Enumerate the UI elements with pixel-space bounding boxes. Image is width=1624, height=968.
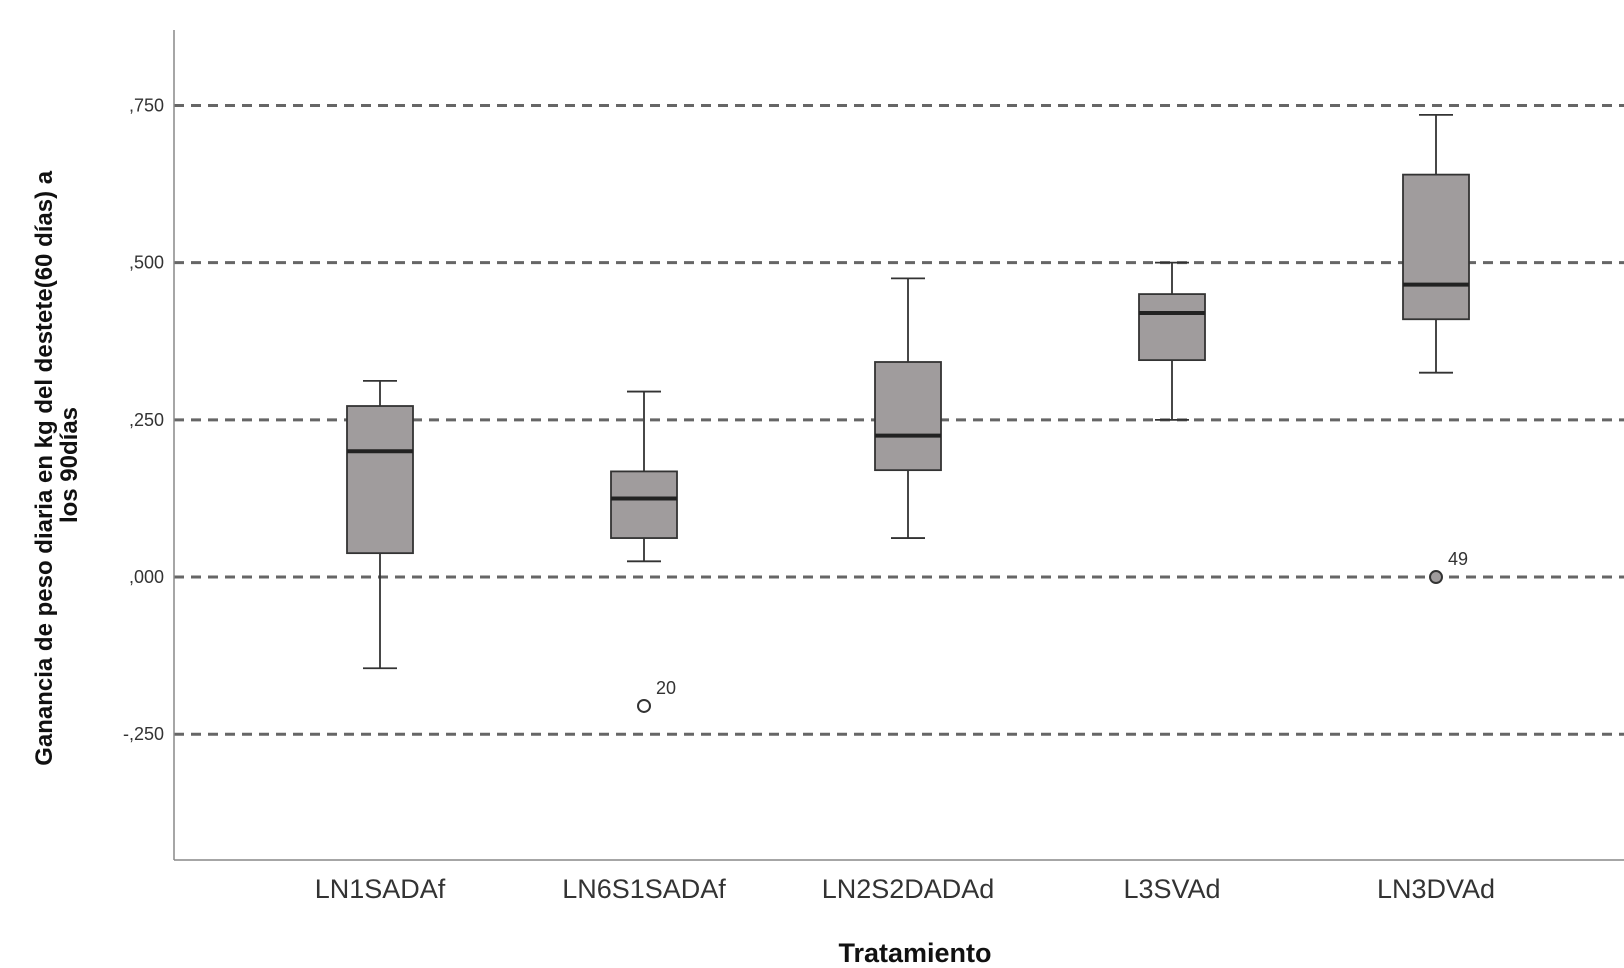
- y-axis-title-line-2: los 90días: [56, 407, 83, 523]
- box-group: [1402, 113, 1470, 374]
- gridlines: [174, 103, 1624, 736]
- outlier-point: [637, 698, 651, 713]
- box-group: [874, 277, 942, 539]
- x-category-label: LN2S2DADAd: [822, 874, 995, 904]
- outlier-label: 49: [1448, 549, 1468, 569]
- box-iqr: [610, 470, 678, 539]
- box-iqr: [346, 405, 414, 555]
- outlier-point: [1429, 570, 1443, 585]
- x-category-label: L3SVAd: [1123, 874, 1220, 904]
- x-axis-title: Tratamiento: [838, 938, 991, 968]
- box-iqr: [874, 361, 942, 472]
- y-tick-label: ,000: [129, 567, 164, 587]
- y-axis-title-line-1: Ganancia de peso diaria en kg del destet…: [31, 170, 58, 766]
- y-tick-labels: -,250 ,000 ,250 ,500 ,750: [123, 95, 164, 744]
- y-tick-label: -,250: [123, 724, 164, 744]
- y-tick-label: ,250: [129, 410, 164, 430]
- y-tick-label: ,750: [129, 95, 164, 115]
- y-tick-label: ,500: [129, 253, 164, 273]
- boxes: [346, 113, 1470, 670]
- axes: [173, 30, 1624, 861]
- box-group: [1138, 261, 1206, 421]
- box-iqr: [1402, 173, 1470, 321]
- x-category-labels: LN1SADAf LN6S1SADAf LN2S2DADAd L3SVAd LN3DVA…: [315, 874, 1495, 904]
- x-category-label: LN3DVAd: [1377, 874, 1495, 904]
- x-category-label: LN1SADAf: [315, 874, 446, 904]
- box-group: [610, 390, 678, 563]
- x-category-label: LN6S1SADAf: [562, 874, 726, 904]
- box-iqr: [1138, 293, 1206, 362]
- outlier-label: 20: [656, 678, 676, 698]
- box-group: [346, 379, 414, 670]
- y-axis-title: Ganancia de peso diaria en kg del destet…: [31, 164, 83, 766]
